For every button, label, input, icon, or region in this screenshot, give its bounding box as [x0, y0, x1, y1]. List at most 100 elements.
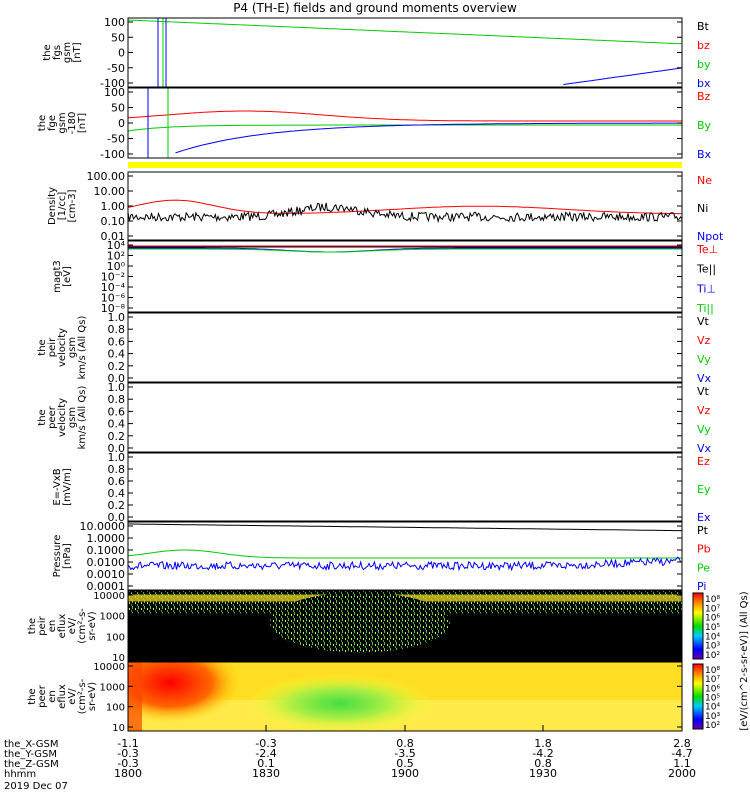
colorbar-tick: 10² — [705, 651, 720, 661]
ytick-label: 0.0 — [108, 372, 126, 385]
legend-Vz: Vz — [697, 404, 711, 417]
y-axis-label-line: Density — [47, 187, 58, 225]
ytick-label: 10⁻⁶ — [101, 292, 126, 305]
legend-Ez: Ez — [697, 455, 710, 468]
series-Ni — [128, 202, 682, 224]
y-axis-label-line: [eV] — [62, 266, 73, 287]
ytick-label: 0.0010 — [87, 568, 126, 581]
panel-frame — [127, 312, 683, 383]
xaxis-value: 2.8 — [673, 737, 691, 750]
xaxis-row-label: the_Y-GSM — [4, 749, 57, 760]
legend-By: By — [697, 119, 712, 132]
colorbar-tick: 10⁶ — [705, 614, 720, 624]
legend-Ey: Ey — [697, 483, 711, 496]
legend-Bz: Bz — [697, 90, 711, 103]
xaxis-value: -2.4 — [255, 747, 276, 760]
y-axis-label-line: the — [27, 618, 38, 634]
ytick-label: 0.4 — [108, 487, 126, 500]
ytick-label: 0.2 — [108, 499, 126, 512]
colorbar — [692, 592, 704, 660]
panel-frame — [127, 240, 683, 313]
xaxis-value: 1.8 — [534, 737, 552, 750]
ytick-label: 10⁻² — [101, 271, 125, 284]
legend-Pb: Pb — [697, 543, 711, 556]
ytick-label: 10⁻⁴ — [101, 281, 126, 294]
panel-peir_v: 1.00.80.60.40.20.0 thepeirvelocitygsmkm/s… — [37, 311, 712, 385]
xaxis-value: 0.8 — [396, 737, 414, 750]
ytick-label: 0.6 — [108, 405, 126, 418]
y-axis-label-line: (cm²-s- — [77, 678, 88, 714]
ytick-label: 0.2 — [108, 360, 126, 373]
series-Ti-perp — [128, 247, 682, 253]
legend-Ti||: Ti|| — [696, 302, 714, 315]
ytick-label: 10 — [112, 653, 125, 664]
ytick-label: -100 — [100, 77, 125, 90]
xaxis-row-label: hhmm — [4, 769, 36, 780]
y-axis-label-line: sr-eV) — [87, 611, 98, 640]
panel-pressure-plot — [128, 523, 682, 572]
panel-efield: 1.00.80.60.40.20.0 E=-VxB[mV/m] Ez Ey Ex — [52, 451, 711, 524]
legend-Pi: Pi — [697, 580, 706, 593]
y-axis-label-line: eV/ — [67, 688, 78, 705]
series-By — [128, 124, 682, 132]
colorbar-tick: 10⁸ — [705, 666, 720, 676]
legend-Te⊥: Te⊥ — [696, 243, 718, 256]
ytick-label: 0.1000 — [87, 544, 126, 557]
y-axis-label-line: the — [37, 409, 48, 425]
ytick-label: 10 — [112, 723, 125, 734]
ytick-label: 0.0001 — [87, 580, 126, 593]
xaxis-value: -4.7 — [671, 747, 692, 760]
legend-Vy: Vy — [697, 353, 711, 366]
panel-frame — [127, 590, 683, 662]
y-axis-label-line: eV/ — [67, 617, 78, 634]
y-axis-label-line: the — [42, 44, 53, 60]
legend-bz: bz — [697, 39, 710, 52]
colorbar-tick: 10² — [705, 721, 720, 731]
legend-by: by — [697, 58, 711, 71]
ytick-label: 100 — [104, 86, 125, 99]
ytick-label: 0.8 — [108, 323, 126, 336]
panel-peir_en-plot — [128, 591, 682, 661]
y-axis-label-line: the — [37, 339, 48, 355]
panel-fgs: 100 50 0 -50 -100 thefgsgsm[nT] Bt bz by bx — [42, 16, 711, 90]
y-axis-label-line: km/s (All Qs) — [77, 386, 88, 450]
y-axis-label-line: gsm — [57, 112, 68, 133]
heatmap-hotspot — [128, 662, 240, 723]
legend-Ni: Ni — [697, 202, 708, 215]
y-axis-label: thefgsgsm[nT] — [42, 42, 83, 63]
series-Bz — [128, 110, 682, 122]
series-by — [128, 19, 682, 45]
ytick-label: 50 — [111, 102, 125, 115]
xaxis-value: 1800 — [114, 767, 142, 780]
xaxis-value: -4.2 — [532, 747, 553, 760]
xaxis-value: 0.1 — [257, 757, 275, 770]
legend-Ti⊥: Ti⊥ — [696, 282, 716, 295]
xaxis-value: -0.3 — [117, 747, 138, 760]
y-axis-label-line: gsm — [67, 407, 78, 428]
y-axis-label-line: peer — [47, 405, 58, 429]
colorbar — [692, 663, 704, 730]
status-bar — [128, 162, 682, 168]
date-label: 2019 Dec 07 — [4, 781, 68, 792]
chart-title: P4 (TH-E) fields and ground moments over… — [233, 1, 517, 15]
y-axis-label-line: Pressure — [52, 535, 63, 578]
legend-Vy: Vy — [697, 423, 711, 436]
panel-temp-plot — [128, 245, 682, 253]
xaxis-value: -3.5 — [394, 747, 415, 760]
colorbar-tick: 10⁷ — [705, 675, 720, 685]
panel-fge-plot — [128, 88, 682, 158]
ytick-label: 10000 — [93, 662, 125, 673]
y-axis-label-line: gsm — [62, 42, 73, 63]
y-axis-label: Density[1/cc][cm-3] — [47, 187, 78, 225]
heatmap-green-region — [245, 673, 435, 731]
colorbar-label: [eV/(cm^2-s-sr-eV)] (All Qs) — [739, 591, 750, 730]
y-axis-label-line: peir — [47, 337, 58, 357]
xaxis-value: -1.1 — [117, 737, 138, 750]
ytick-label: 100 — [106, 632, 125, 643]
y-axis-label: thefgegsm-180[nT] — [37, 112, 88, 135]
ytick-label: 0.0 — [108, 511, 126, 524]
y-axis-label-line: magt3 — [52, 260, 63, 293]
legend-Vt: Vt — [697, 315, 710, 328]
